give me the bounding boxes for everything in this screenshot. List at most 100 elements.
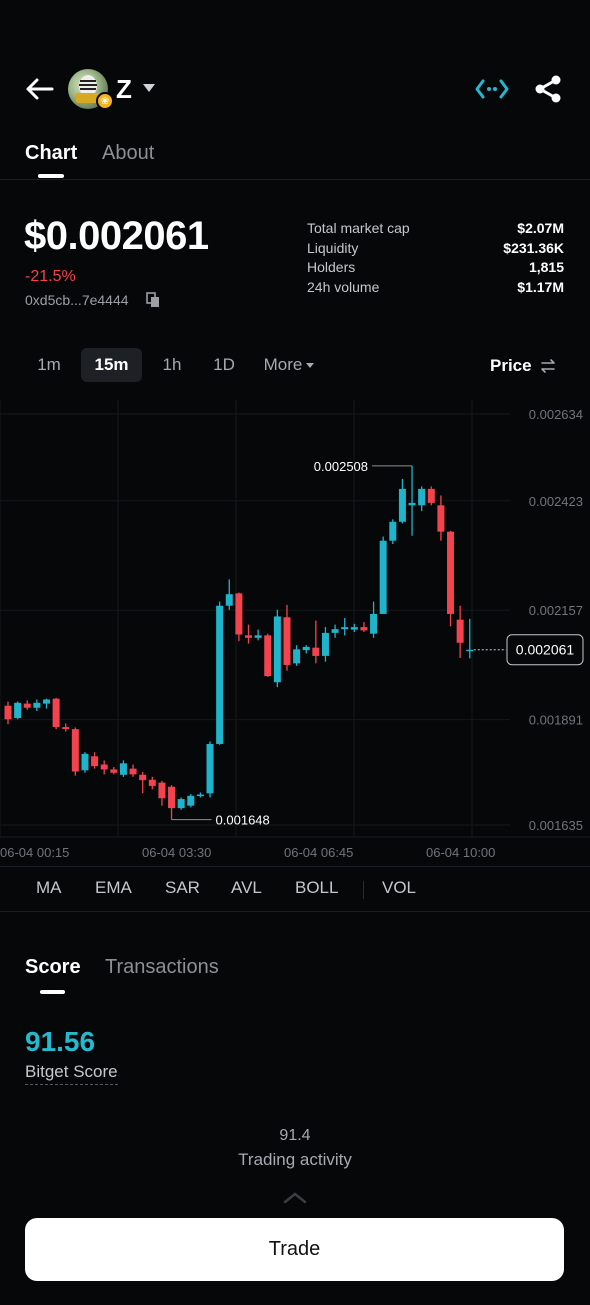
chevron-down-icon[interactable] [143,84,155,92]
stat-row: Liquidity $231.36K [307,240,564,260]
candle-body [52,698,60,728]
candle-body [14,702,22,719]
candle-body [196,794,204,797]
stat-row: Holders 1,815 [307,259,564,279]
y-tick-label: 0.002423 [529,494,583,509]
tab-active-indicator [38,174,64,178]
candle-body [91,756,99,767]
x-tick-label: 06-04 03:30 [142,845,211,860]
candle-body [312,647,320,656]
candle-body [139,774,147,781]
interval-1d[interactable]: 1D [213,355,235,374]
candle-body [225,594,233,606]
candle-body [148,779,156,786]
code-brackets-icon [475,79,509,99]
candle-body [254,635,262,638]
x-tick-label: 06-04 10:00 [426,845,495,860]
tab-chart[interactable]: Chart [25,142,78,164]
candle-body [33,702,41,708]
candle-body [129,768,137,775]
interval-1m[interactable]: 1m [37,355,61,374]
candle-body [360,627,368,631]
candle-body [168,786,176,809]
stat-value: $231.36K [503,239,564,256]
price-toggle-button[interactable]: Price [490,356,532,375]
zebra-logo-icon [76,75,100,103]
market-stats: Total market cap $2.07M Liquidity $231.3… [307,220,564,298]
candle-body [100,764,108,770]
candle-body [341,627,349,630]
current-price-label: 0.002061 [516,642,575,658]
copy-address-button[interactable] [146,292,160,308]
candle-body [158,782,166,799]
indicator-vol[interactable]: VOL [382,878,417,897]
high-price-label: 0.002508 [314,459,368,474]
score-value: 91.56 [25,1026,96,1057]
candle-body [81,753,89,771]
trading-activity-value: 91.4 [279,1127,311,1144]
candle-body [216,605,224,744]
candle-body [245,635,252,638]
token-symbol[interactable]: Z [116,74,132,104]
candle-body [408,502,416,506]
chevron-up-icon[interactable] [282,1190,308,1204]
y-tick-label: 0.002157 [529,603,583,618]
tab-score[interactable]: Score [25,956,81,978]
indicator-ema[interactable]: EMA [95,878,132,897]
candle-body [71,729,79,772]
trade-button[interactable]: Trade [25,1218,564,1281]
y-tick-label: 0.002634 [529,407,583,422]
token-avatar[interactable] [68,69,108,109]
candle-body [62,727,70,730]
candle-body [177,799,185,809]
tab-active-indicator [40,990,65,994]
swap-arrows-icon[interactable] [540,358,556,374]
interval-selector: 1m 15m 1h 1D More Price [0,348,590,384]
y-axis: 0.002634 0.002423 0.002157 0.001891 0.001635 [529,407,583,833]
stat-label: Holders [307,259,356,275]
candle-body [302,646,310,651]
score-label[interactable]: Bitget Score [25,1062,118,1085]
embed-code-button[interactable] [474,76,510,102]
back-button[interactable] [24,74,58,104]
candle-body [418,488,426,506]
interval-1h[interactable]: 1h [162,355,182,374]
candle-body [110,769,118,773]
interval-more-button[interactable]: More [254,348,324,382]
stat-label: Total market cap [307,220,410,236]
candle-body [283,617,291,665]
candle-body [23,703,31,708]
stat-value: 1,815 [528,259,564,275]
candle-body [456,619,464,643]
stat-value: $2.07M [517,220,564,236]
candle-body [427,488,435,503]
x-axis: 06-04 00:15 06-04 03:30 06-04 06:45 06-04 1… [0,845,495,860]
indicator-avl[interactable]: AVL [231,878,262,897]
current-price: $0.002061 [24,214,209,258]
tab-about[interactable]: About [102,142,155,164]
stat-label: Liquidity [307,239,359,256]
stat-row: Total market cap $2.07M [307,220,564,240]
indicator-sar[interactable]: SAR [165,878,200,897]
indicator-ma[interactable]: MA [36,878,62,897]
candle-body [119,763,127,775]
indicator-boll[interactable]: BOLL [295,878,339,897]
bottom-tabs: Score Transactions [0,952,590,996]
price-change: -21.5% [25,268,76,285]
low-price-label: 0.001648 [216,813,270,828]
stat-row: 24h volume $1.17M [307,279,564,299]
interval-15m[interactable]: 15m [81,348,142,382]
tab-transactions[interactable]: Transactions [105,956,219,978]
chain-badge-icon: ❀ [96,92,114,110]
price-chart[interactable]: 0.002508 0.001648 0.002061 0.002634 0.00242… [0,400,590,864]
share-button[interactable] [534,74,562,104]
top-bar: ❀ Z [0,60,590,120]
candle-body [466,649,474,652]
candle-body [379,540,387,614]
candles [4,465,474,820]
trading-activity-label: Trading activity [238,1150,352,1169]
candle-body [264,635,272,677]
candle-body [293,649,301,664]
share-icon [535,75,561,103]
candle-body [273,616,281,683]
